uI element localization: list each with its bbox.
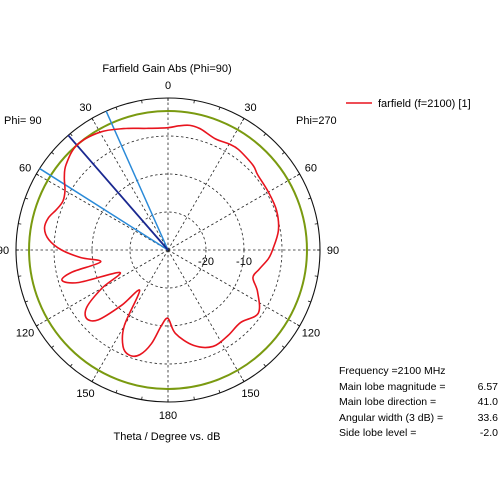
info-key: Angular width (3 dB) = (339, 411, 444, 424)
info-box: Frequency = 2100 MHz Main lobe magnitude … (339, 364, 500, 442)
ring-0db (53, 135, 283, 365)
spoke-line (91, 249, 169, 382)
angle-tick-label: 150 (76, 388, 94, 400)
series-line (43, 124, 280, 358)
outer-tick (91, 378, 94, 382)
outer-tick (141, 100, 143, 104)
outer-tick (263, 363, 267, 367)
outer-tick (314, 275, 318, 277)
info-row: Side lobe level = -2.0dB (339, 426, 500, 442)
info-value: 2100 MHz (397, 365, 446, 377)
outer-tick (218, 389, 221, 393)
angle-tick-label: 30 (244, 102, 256, 114)
legend: farfield (f=2100) [1] (346, 98, 471, 110)
info-row: Main lobe magnitude = 6.57dB (339, 380, 500, 396)
outer-tick (141, 396, 143, 400)
info-value: 41.0 (477, 396, 498, 408)
beamwidth-line (39, 167, 169, 251)
legend-label: farfield (f=2100) [1] (378, 98, 471, 110)
outer-tick (51, 345, 55, 349)
info-row: Frequency = 2100 MHz (339, 364, 500, 380)
right-phi-label: Phi=270 (296, 115, 337, 127)
angle-tick-label: 150 (241, 388, 259, 400)
angle-tick-label: 120 (16, 328, 34, 340)
angle-tick-label: 60 (19, 163, 31, 175)
chart-title: Farfield Gain Abs (Phi=90) (102, 63, 231, 75)
angle-tick-label: 30 (79, 102, 91, 114)
info-key: Frequency = (339, 365, 398, 377)
outer-tick (314, 223, 318, 225)
outer-tick (115, 107, 118, 111)
outer-tick (36, 324, 40, 327)
tick-label-layer: 0 30 60 90 120 150 180 150 120 90 60 30 -20 -10 (0, 80, 339, 422)
ring--10db (91, 173, 245, 327)
info-key: Main lobe direction = (339, 396, 437, 408)
info-key: Side lobe level = (339, 427, 417, 439)
outer-tick (242, 378, 245, 382)
outer-tick (193, 100, 195, 104)
outer-tick (51, 151, 55, 155)
outer-tick (25, 197, 29, 200)
angle-tick-label: 90 (327, 245, 339, 257)
info-value: 6.57 (477, 380, 498, 393)
series-layer (43, 124, 280, 358)
info-row: Angular width (3 dB) = 33.6deg. (339, 411, 500, 427)
outer-tick (281, 345, 285, 349)
outer-tick (307, 300, 311, 303)
outer-tick (36, 173, 40, 176)
spoke-line (36, 173, 169, 251)
info-row: Main lobe direction = 41.0deg. (339, 395, 500, 411)
outer-tick (18, 223, 22, 225)
radial-tick-label: -20 (198, 256, 214, 268)
lobe-lines-layer (39, 110, 169, 251)
info-value: -2.0 (479, 427, 498, 439)
x-axis-label: Theta / Degree vs. dB (114, 431, 221, 443)
outer-tick (263, 133, 267, 137)
beamwidth-line (105, 110, 169, 251)
spoke-line (167, 249, 300, 327)
outer-tick (69, 363, 73, 367)
left-phi-label: Phi= 90 (4, 115, 42, 127)
reference-ring-layer (28, 110, 308, 390)
outer-tick (296, 324, 300, 327)
angle-tick-label: 0 (165, 80, 171, 92)
angle-tick-label: 180 (159, 410, 177, 422)
main-lobe-magnitude-ring (28, 110, 308, 390)
outer-tick (218, 107, 221, 111)
info-value: 33.6 (477, 411, 498, 424)
outer-tick (242, 118, 245, 122)
main-lobe-direction-line (67, 134, 169, 251)
outer-tick (115, 389, 118, 393)
outer-tick (281, 151, 285, 155)
outer-tick (91, 118, 94, 122)
radial-tick-label: -10 (236, 256, 252, 268)
outer-tick (69, 133, 73, 137)
angle-tick-label: 120 (302, 328, 320, 340)
outer-tick (18, 275, 22, 277)
outer-tick (193, 396, 195, 400)
spoke-line (167, 249, 245, 382)
outer-tick (25, 300, 29, 303)
angle-tick-label: 60 (305, 163, 317, 175)
outer-tick (307, 197, 311, 200)
angle-tick-label: 90 (0, 245, 9, 257)
ring--20db (129, 211, 207, 289)
outer-tick (296, 173, 300, 176)
info-key: Main lobe magnitude = (339, 380, 446, 393)
spoke-line (91, 118, 169, 251)
